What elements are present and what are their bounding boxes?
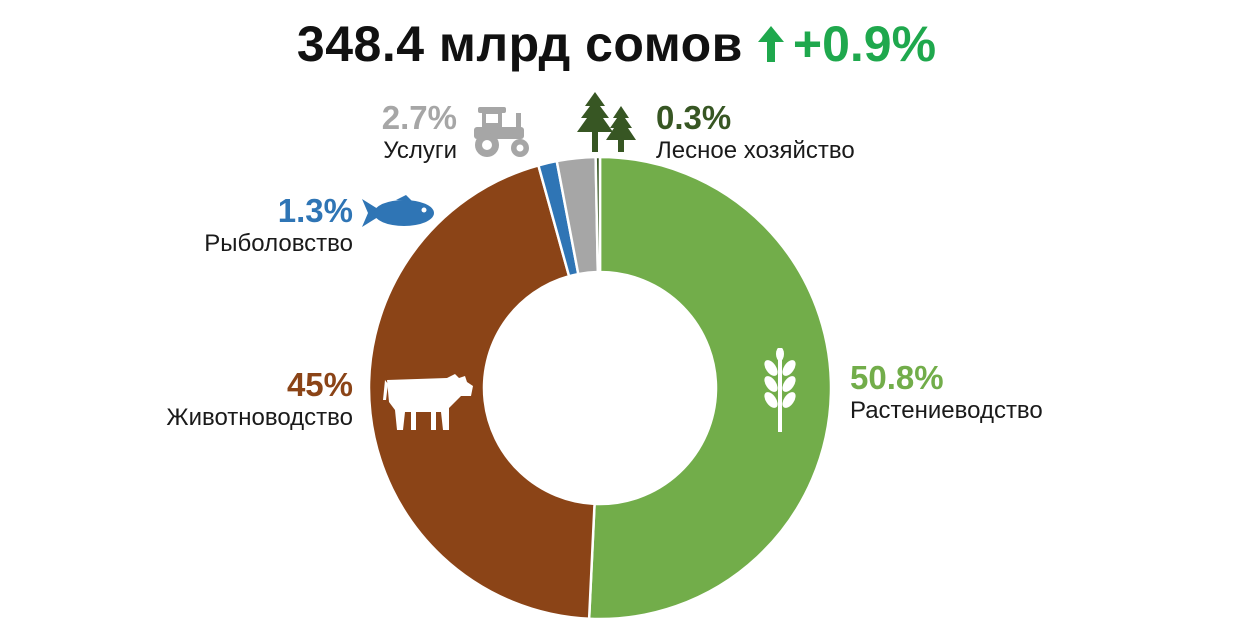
fish-icon — [362, 195, 434, 227]
label-services: 2.7% Услуги — [382, 100, 457, 166]
label-fishing: 1.3% Рыболовство — [204, 193, 353, 259]
cow-icon — [383, 374, 473, 430]
services-name: Услуги — [383, 137, 457, 164]
forestry-percent: 0.3% — [656, 99, 732, 136]
livestock-percent: 45% — [286, 366, 353, 403]
label-livestock: 45% Животноводство — [166, 367, 353, 433]
total-value: 348.4 млрд сомов — [296, 16, 743, 72]
services-percent: 2.7% — [381, 99, 457, 136]
slice-livestock — [367, 163, 596, 621]
forestry-name: Лесное хозяйство — [656, 137, 855, 164]
chart-header: 348.4 млрд сомов +0.9% — [0, 12, 1233, 76]
growth-indicator: +0.9% — [757, 15, 936, 73]
crops-name: Растениеводство — [850, 397, 1043, 424]
fishing-name: Рыболовство — [204, 230, 353, 257]
trees-icon — [577, 92, 636, 152]
arrow-up-icon — [757, 26, 784, 62]
label-forestry: 0.3% Лесное хозяйство — [656, 100, 855, 166]
tractor-icon — [474, 107, 529, 157]
livestock-name: Животноводство — [166, 404, 353, 431]
wheat-icon — [764, 348, 796, 432]
growth-value: +0.9% — [792, 16, 937, 72]
slice-forestry — [594, 155, 602, 274]
crops-percent: 50.8% — [850, 359, 944, 396]
label-crops: 50.8% Растениеводство — [850, 360, 1043, 426]
fishing-percent: 1.3% — [277, 192, 353, 229]
slice-crops — [587, 155, 833, 621]
